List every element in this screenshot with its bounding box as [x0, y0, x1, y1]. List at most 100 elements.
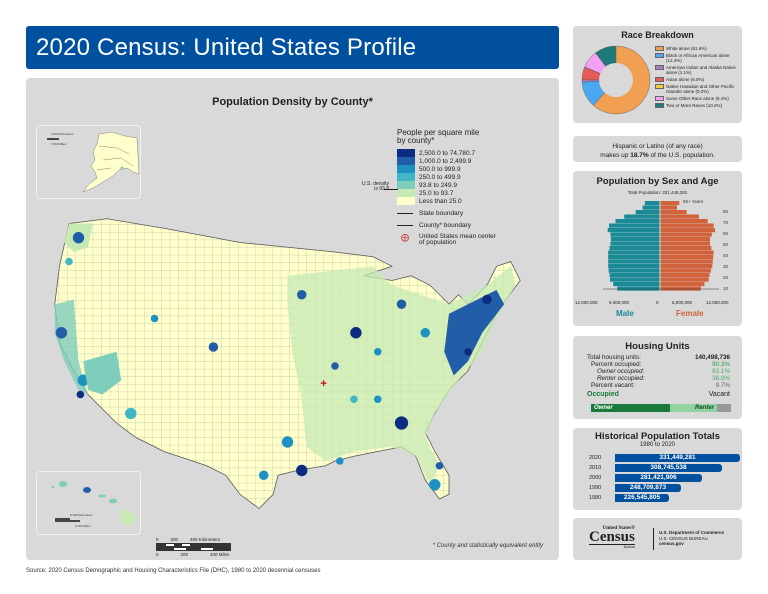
race-legend-item: Some Other Race alone (8.4%): [655, 96, 741, 101]
source-note: Source: 2020 Census Demographic and Hous…: [26, 568, 321, 574]
history-year: 1980: [589, 494, 602, 501]
housing-row-total: Total housing units: 140,498,736: [587, 354, 730, 361]
female-age-bar: [660, 241, 710, 246]
history-row: 1980 226,545,805: [573, 493, 742, 502]
svg-text:60: 60: [723, 231, 729, 236]
svg-text:80: 80: [723, 209, 729, 214]
mean-center-icon: ⨁: [401, 233, 409, 242]
race-donut-chart: [581, 45, 651, 115]
male-age-bar: [610, 232, 660, 237]
race-legend: White alone (61.6%) Black or African Ame…: [655, 46, 741, 110]
history-year: 2020: [589, 454, 602, 461]
history-year: 2000: [589, 474, 602, 481]
legend-heading: People per square mile: [397, 128, 480, 137]
female-age-bar: [660, 223, 714, 228]
male-age-bar: [607, 228, 660, 233]
history-row: 2020 331,449,281: [573, 453, 742, 462]
urban-clusters: [55, 232, 505, 491]
legend-class: 25.0 to 93.7: [397, 189, 557, 197]
svg-text:20: 20: [723, 275, 729, 280]
map-scale-bar: 0 200 400 Kilometers 0 200 400 Miles: [156, 537, 231, 557]
female-age-bar: [660, 246, 712, 251]
conterminous-us-map: [54, 218, 521, 510]
female-age-bar: [660, 250, 714, 255]
county-footnote: * County and statistically equivalent en…: [432, 543, 543, 549]
history-bar: 331,449,281: [615, 453, 740, 462]
female-age-bar: [660, 264, 713, 269]
female-age-bar: [660, 277, 709, 282]
female-age-bar: [660, 219, 708, 224]
housing-title: Housing Units: [625, 341, 690, 352]
legend-class: 2,500.0 to 74,780.7: [397, 149, 557, 157]
male-age-bar: [609, 223, 660, 228]
occupancy-bar: Owner Renter: [591, 404, 731, 412]
svg-text:0 500 Kilometers: 0 500 Kilometers: [51, 132, 74, 136]
population-pyramid-chart: 85+ Years 80 70 60 50 40 30 20 10: [603, 199, 729, 291]
mean-center-of-population-marker: [320, 380, 327, 386]
map-legend: People per square mile by county* 2,500.…: [397, 129, 557, 245]
history-bar: 226,545,805: [615, 493, 669, 502]
legend-class: 93.8 to 249.9: [397, 181, 557, 189]
historical-totals-card: Historical Population Totals 1980 to 202…: [573, 428, 742, 510]
male-age-bar: [615, 219, 660, 224]
male-age-bar: [608, 268, 660, 273]
history-row: 2010 308,745,538: [573, 463, 742, 472]
legend-county-boundary: County* boundary: [397, 222, 557, 229]
alaska-inset: 0 500 Kilometers 0 500 Miles: [36, 125, 141, 199]
male-age-bar: [613, 282, 660, 287]
pyramid-title: Population by Sex and Age: [596, 176, 719, 187]
legend-class: Less than 25.0: [397, 197, 557, 205]
race-legend-item: Native Hawaiian and Other Pacific Island…: [655, 84, 741, 94]
svg-text:10: 10: [723, 286, 729, 291]
male-age-bar: [617, 286, 660, 291]
male-age-bar: [608, 259, 660, 264]
svg-text:70: 70: [723, 220, 729, 225]
history-bars: 2020 331,449,281 2010 308,745,538 2000 281,42…: [573, 453, 742, 502]
race-legend-item: White alone (61.6%): [655, 46, 741, 51]
svg-text:40: 40: [723, 253, 729, 258]
occupancy-labels: Occupied Vacant: [587, 391, 730, 398]
history-title: Historical Population Totals: [595, 431, 720, 442]
owner-segment: Owner: [591, 404, 670, 412]
female-age-bar: [660, 214, 699, 219]
male-age-bar: [608, 250, 660, 255]
housing-row-occupied: Percent occupied: 90.3%: [591, 361, 730, 368]
history-bar: 308,745,538: [615, 463, 722, 472]
legend-class: 500.0 to 999.9: [397, 165, 557, 173]
female-age-bar: [660, 232, 712, 237]
housing-row-vacant: Percent vacant: 9.7%: [591, 382, 730, 389]
census-logo: United States® Census Bureau: [589, 526, 635, 549]
female-age-bar: [660, 273, 710, 278]
vacant-segment: [717, 404, 731, 412]
male-age-bar: [608, 264, 660, 269]
history-bar: 281,421,906: [615, 473, 702, 482]
alaska-map: 0 500 Kilometers 0 500 Miles: [47, 131, 140, 193]
history-bar: 248,709,873: [615, 483, 681, 492]
hawaii-inset: 0 100 Kilometers 0 100 Miles: [36, 471, 141, 535]
housing-units-card: Housing Units Total housing units: 140,49…: [573, 336, 742, 419]
legend-class: 250.0 to 499.9: [397, 173, 557, 181]
female-label: Female: [676, 309, 704, 318]
race-title: Race Breakdown: [621, 30, 694, 40]
renter-segment: Renter: [670, 404, 717, 412]
female-age-bar: [660, 282, 705, 287]
male-age-bar: [609, 246, 660, 251]
department-text: U.S. Department of Commerce U.S. CENSUS …: [659, 530, 725, 546]
history-row: 1990 248,709,873: [573, 483, 742, 492]
census-logo-card: United States® Census Bureau U.S. Depart…: [573, 518, 742, 560]
svg-text:0 100 Kilometers: 0 100 Kilometers: [70, 513, 93, 517]
hispanic-line2: makes up 18.7% of the U.S. population.: [600, 152, 715, 159]
svg-text:85+ Years: 85+ Years: [683, 199, 704, 204]
female-age-bar: [660, 201, 680, 206]
legend-heading-2: by county*: [397, 136, 435, 145]
race-legend-item: Asian alone (6.0%): [655, 77, 741, 82]
svg-text:50: 50: [723, 242, 729, 247]
history-year: 2010: [589, 464, 602, 471]
housing-row-renter: Renter occupied: 36.9%: [597, 375, 730, 382]
race-legend-item: Black or African American alone (12.4%): [655, 53, 741, 63]
male-age-bar: [610, 277, 660, 282]
history-row: 2000 281,421,906: [573, 473, 742, 482]
us-density-pointer: [384, 189, 398, 190]
svg-text:0 100 Miles: 0 100 Miles: [75, 524, 91, 528]
female-age-bar: [660, 228, 716, 233]
